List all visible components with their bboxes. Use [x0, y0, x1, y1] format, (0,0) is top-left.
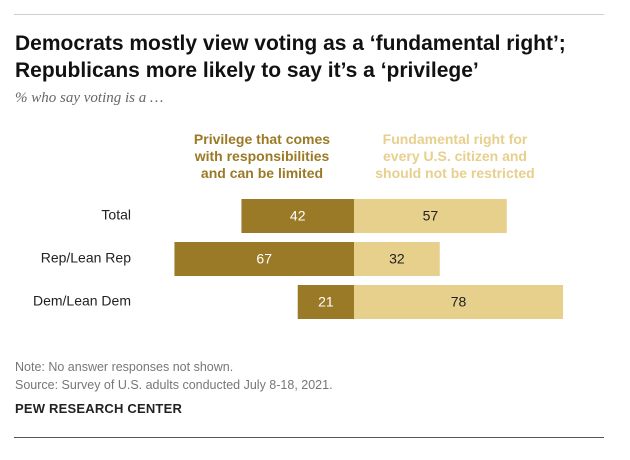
chart-subtitle: % who say voting is a …: [15, 90, 164, 106]
category-label-rep-lean-rep: Rep/Lean Rep: [41, 250, 132, 266]
legend-privilege-line-2: with responsibilities: [194, 148, 330, 164]
data-label-privilege-rep-lean-rep: 67: [256, 251, 272, 267]
data-label-fundamental-total: 57: [423, 208, 439, 224]
bar-privilege-rep-lean-rep: [174, 242, 354, 276]
legend-privilege-line-1: Privilege that comes: [193, 131, 331, 147]
category-label-total: Total: [101, 207, 131, 223]
bottom-rule: [14, 437, 604, 438]
data-label-fundamental-dem-lean-dem: 78: [451, 294, 467, 310]
legend-fundamental-line-2: every U.S. citizen and: [383, 148, 527, 164]
chart-title-line-2: Republicans more likely to say it’s a ‘p…: [15, 59, 479, 82]
legend-privilege: Privilege that comes with responsibiliti…: [172, 131, 352, 182]
chart-notes: Note: No answer responses not shown. Sou…: [15, 358, 333, 394]
category-label-dem-lean-dem: Dem/Lean Dem: [33, 293, 131, 309]
source-text: Source: Survey of U.S. adults conducted …: [15, 378, 333, 392]
legend-fundamental: Fundamental right for every U.S. citizen…: [355, 131, 555, 182]
legend-fundamental-line-1: Fundamental right for: [382, 131, 528, 147]
bar-fundamental-total: [354, 199, 507, 233]
chart-title-line-1: Democrats mostly view voting as a ‘funda…: [15, 32, 566, 55]
bar-fundamental-dem-lean-dem: [354, 285, 564, 319]
bar-privilege-dem-lean-dem: [297, 285, 354, 319]
chart-title: Democrats mostly view voting as a ‘funda…: [15, 30, 615, 84]
legend-fundamental-line-3: should not be restricted: [375, 165, 535, 181]
data-label-fundamental-rep-lean-rep: 32: [389, 251, 405, 267]
bar-privilege-total: [241, 199, 354, 233]
brand-logo-text: PEW RESEARCH CENTER: [15, 401, 183, 416]
data-label-privilege-total: 42: [290, 208, 306, 224]
legend-privilege-line-3: and can be limited: [200, 165, 324, 181]
bar-fundamental-rep-lean-rep: [354, 242, 440, 276]
data-label-privilege-dem-lean-dem: 21: [318, 294, 334, 310]
note-text: Note: No answer responses not shown.: [15, 360, 234, 374]
top-rule: [14, 14, 604, 15]
